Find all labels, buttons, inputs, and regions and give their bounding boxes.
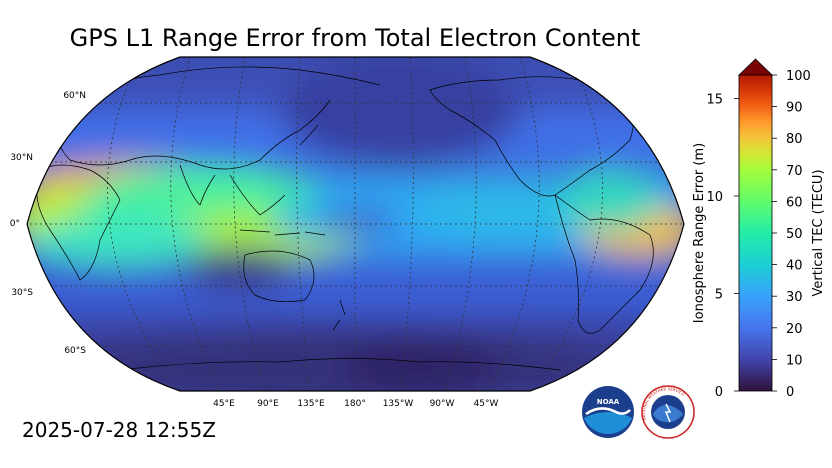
colorbar-left-tick-label: 0: [715, 385, 723, 400]
colorbar-left-tick-label: 10: [706, 190, 723, 205]
lat-label-30s: 30°S: [11, 288, 33, 298]
gridlines: [27, 57, 684, 391]
colorbar-extend-arrow: [738, 58, 773, 76]
colorbar-left-ticks: 0 5 10 15: [706, 92, 739, 400]
colorbar-right-tick-label: 80: [786, 132, 803, 147]
coastlines: [36, 64, 654, 371]
colorbar-right-label: Vertical TEC (TECU): [811, 169, 826, 296]
colorbar-gradient: [738, 74, 773, 392]
lon-label-45w: 45°W: [474, 399, 499, 409]
colorbar-right-tick-label: 90: [786, 101, 803, 116]
colorbar-right-tick-label: 10: [786, 353, 803, 368]
map-title: GPS L1 Range Error from Total Electron C…: [69, 24, 641, 52]
colorbar-right-ticks: 0 10 20 30 40 50 60 70 80 90 100: [772, 69, 811, 400]
colorbar-left-label: Ionosphere Range Error (m): [692, 143, 707, 323]
lat-label-0: 0°: [10, 219, 20, 229]
tec-map: 60°N 30°N 0° 30°S 60°S 45°E 90°E 135°E 1…: [10, 56, 685, 409]
colorbar-right-tick-label: 20: [786, 322, 803, 337]
noaa-logo-text: NOAA: [597, 398, 620, 406]
timestamp: 2025-07-28 12:55Z: [22, 418, 216, 442]
globe-outline: [26, 56, 685, 392]
colorbar-right-tick-label: 0: [786, 385, 794, 400]
nws-logo: NATIONAL WEATHER SERVICE: [641, 385, 695, 439]
colorbar-right-tick-label: 40: [786, 259, 803, 274]
noaa-logo: NOAA: [582, 386, 634, 438]
colorbar-right-tick-label: 100: [786, 69, 811, 84]
lat-label-60n: 60°N: [63, 91, 86, 101]
lon-label-45e: 45°E: [213, 399, 235, 409]
colorbar-right-tick-label: 50: [786, 227, 803, 242]
colorbar-right-tick-label: 60: [786, 195, 803, 210]
colorbar-left-tick-label: 15: [706, 92, 723, 107]
lat-label-60s: 60°S: [64, 346, 86, 356]
lon-label-90e: 90°E: [257, 399, 279, 409]
lat-label-30n: 30°N: [10, 153, 33, 163]
lon-label-180: 180°: [344, 399, 366, 409]
colorbar: 0 5 10 15 0 10 20 30 40 50 60 70 80 90 100 Ionosphere…: [692, 58, 826, 400]
lon-label-90w: 90°W: [430, 399, 455, 409]
colorbar-right-tick-label: 70: [786, 164, 803, 179]
lon-label-135w: 135°W: [383, 399, 414, 409]
logos: NOAA NATIONAL WEATHER SERVICE: [582, 385, 695, 439]
lon-label-135e: 135°E: [297, 399, 325, 409]
colorbar-left-tick-label: 5: [715, 287, 723, 302]
colorbar-right-tick-label: 30: [786, 290, 803, 305]
